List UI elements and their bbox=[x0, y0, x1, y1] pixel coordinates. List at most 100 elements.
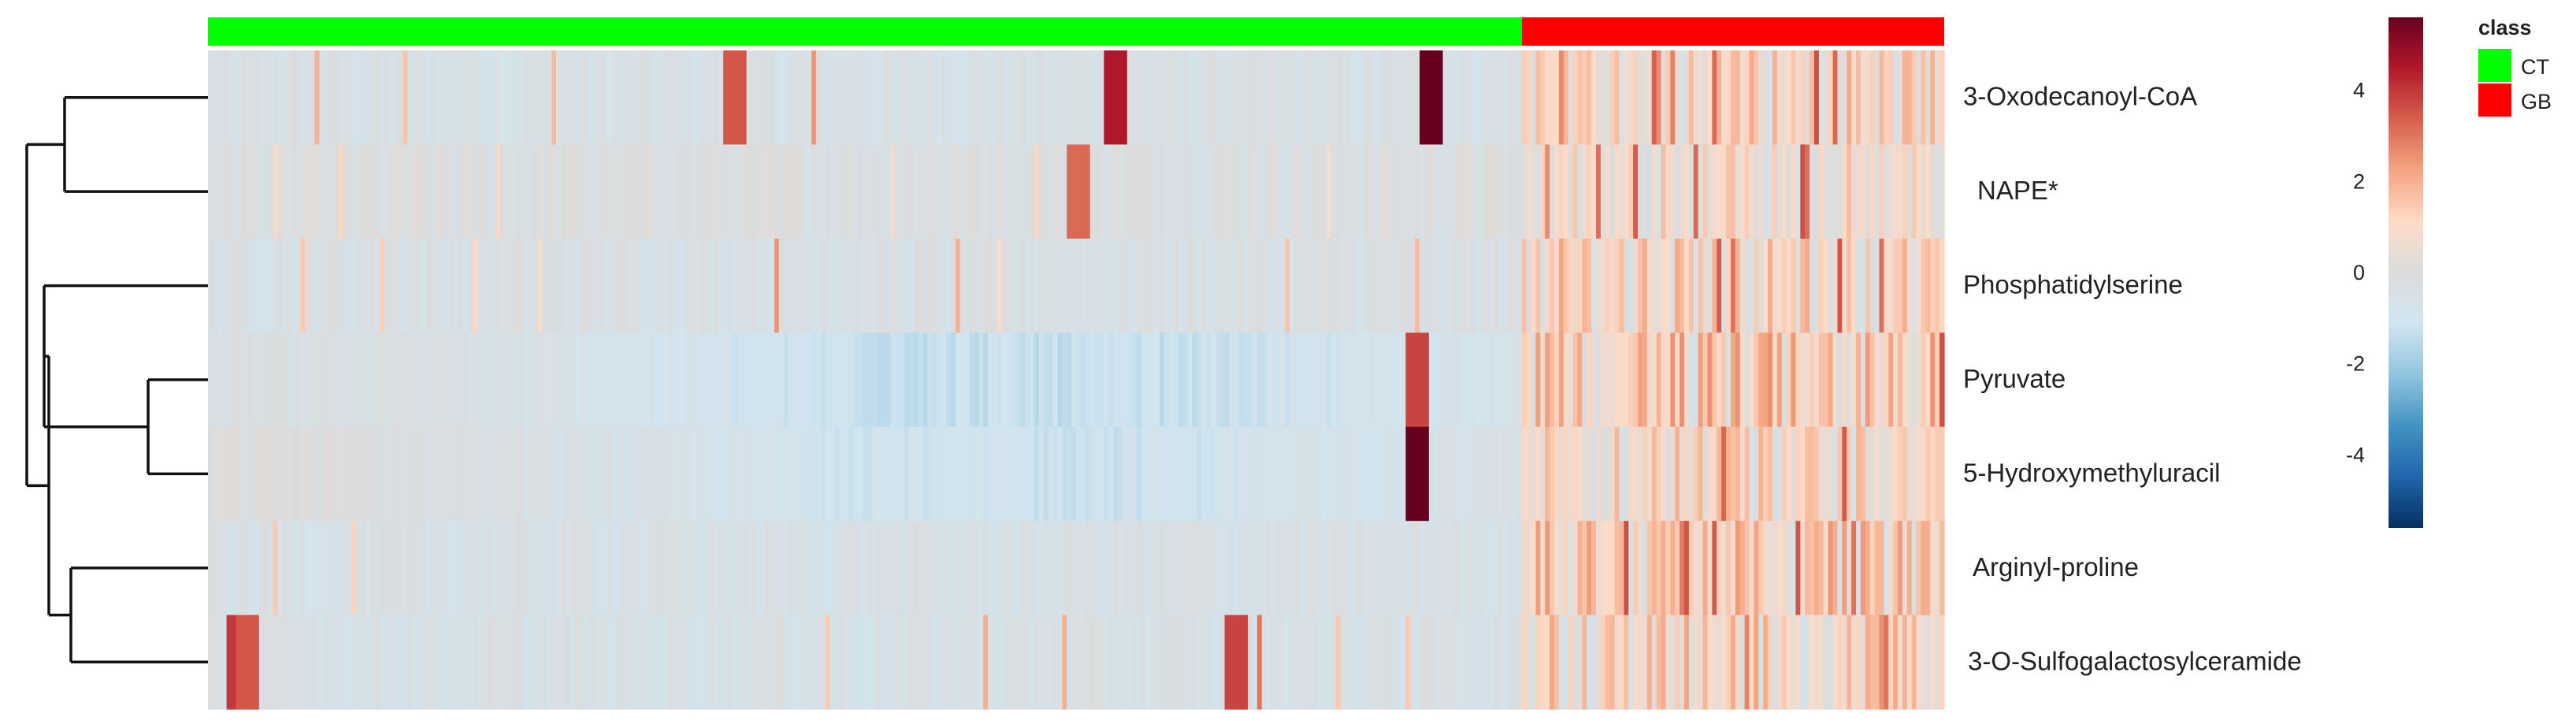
heatmap-cell bbox=[611, 521, 618, 616]
heatmap-cell bbox=[1531, 50, 1537, 146]
heatmap-cell bbox=[1290, 50, 1295, 146]
heatmap-cell bbox=[807, 426, 812, 522]
heatmap-cell bbox=[1048, 426, 1054, 522]
heatmap-cell bbox=[1089, 238, 1096, 333]
class-legend-label-gb: GB bbox=[2521, 90, 2552, 113]
heatmap-cell bbox=[1550, 521, 1555, 616]
heatmap-cell bbox=[1921, 144, 1927, 240]
heatmap-cell bbox=[1452, 521, 1457, 616]
heatmap-cell bbox=[1805, 50, 1810, 146]
heatmap-cell bbox=[1540, 144, 1546, 240]
heatmap-cell bbox=[1052, 426, 1059, 522]
heatmap-cell bbox=[338, 615, 343, 710]
heatmap-cell bbox=[1317, 144, 1323, 240]
heatmap-cell bbox=[361, 521, 366, 616]
heatmap-cell bbox=[477, 50, 483, 146]
heatmap-cell bbox=[1345, 144, 1351, 240]
heatmap-cell bbox=[1508, 521, 1513, 616]
heatmap-cell bbox=[1368, 426, 1374, 522]
heatmap-cell bbox=[254, 144, 260, 240]
heatmap-cell bbox=[1902, 332, 1908, 428]
heatmap-cell bbox=[1874, 521, 1880, 616]
heatmap-cell bbox=[314, 426, 321, 522]
heatmap-cell bbox=[1173, 50, 1179, 146]
heatmap-cell bbox=[347, 426, 353, 522]
heatmap-cell bbox=[1067, 426, 1072, 522]
heatmap-cell bbox=[1006, 332, 1012, 428]
heatmap-cell bbox=[1275, 521, 1281, 616]
heatmap-cell bbox=[1702, 615, 1709, 710]
heatmap-cell bbox=[1898, 144, 1903, 240]
heatmap-cell bbox=[1368, 615, 1374, 710]
heatmap-cell bbox=[1911, 426, 1917, 522]
heatmap-cell bbox=[746, 426, 752, 522]
heatmap-cell bbox=[625, 615, 631, 710]
heatmap-cell bbox=[1290, 144, 1295, 240]
heatmap-cell bbox=[839, 332, 844, 428]
heatmap-cell bbox=[913, 50, 919, 146]
heatmap-cell bbox=[1405, 332, 1411, 428]
heatmap-cell bbox=[291, 615, 297, 710]
heatmap-cell bbox=[514, 426, 520, 522]
heatmap-cell bbox=[1702, 144, 1709, 240]
heatmap-cell bbox=[547, 238, 552, 333]
heatmap-cell bbox=[1503, 615, 1509, 710]
heatmap-cell bbox=[1744, 144, 1750, 240]
heatmap-cell bbox=[1906, 426, 1913, 522]
heatmap-cell bbox=[1382, 615, 1388, 710]
heatmap-cell bbox=[393, 332, 399, 428]
heatmap-cell bbox=[616, 521, 622, 616]
heatmap-cell bbox=[393, 238, 399, 333]
heatmap-cell bbox=[918, 238, 924, 333]
heatmap-cell bbox=[472, 332, 478, 428]
heatmap-cell bbox=[217, 50, 223, 146]
heatmap-cell bbox=[1813, 521, 1820, 616]
heatmap-cell bbox=[1568, 50, 1574, 146]
heatmap-cell bbox=[579, 144, 585, 240]
heatmap-cell bbox=[1015, 50, 1021, 146]
heatmap-cell bbox=[523, 521, 529, 616]
heatmap-cell bbox=[1373, 521, 1379, 616]
heatmap-cell bbox=[555, 238, 562, 333]
heatmap-cell bbox=[258, 615, 265, 710]
heatmap-cell bbox=[342, 332, 348, 428]
heatmap-cell bbox=[1401, 521, 1406, 616]
heatmap-cell bbox=[723, 332, 729, 428]
heatmap-cell bbox=[1141, 615, 1146, 710]
heatmap-cell bbox=[245, 332, 251, 428]
heatmap-cell bbox=[1680, 50, 1685, 146]
heatmap-cell bbox=[667, 144, 673, 240]
heatmap-cell bbox=[221, 50, 228, 146]
heatmap-cell bbox=[1423, 238, 1430, 333]
heatmap-cell bbox=[825, 615, 831, 710]
heatmap-cell bbox=[398, 332, 404, 428]
heatmap-cell bbox=[463, 521, 469, 616]
heatmap-cell bbox=[1308, 238, 1314, 333]
heatmap-cell bbox=[1076, 615, 1082, 710]
heatmap-cell bbox=[811, 332, 817, 428]
heatmap-cell bbox=[1688, 238, 1694, 333]
heatmap-cell bbox=[425, 50, 432, 146]
heatmap-cell bbox=[709, 50, 715, 146]
heatmap-cell bbox=[1043, 332, 1049, 428]
heatmap-cell bbox=[1048, 238, 1054, 333]
heatmap-cell bbox=[1243, 238, 1249, 333]
heatmap-cell bbox=[797, 238, 803, 333]
heatmap-cell bbox=[560, 521, 566, 616]
heatmap-cell bbox=[635, 615, 640, 710]
heatmap-cell bbox=[616, 615, 622, 710]
heatmap-cell bbox=[1076, 332, 1082, 428]
heatmap-cell bbox=[1452, 332, 1457, 428]
heatmap-cell bbox=[1535, 332, 1541, 428]
heatmap-cell bbox=[1252, 50, 1258, 146]
heatmap-cell bbox=[1577, 332, 1583, 428]
heatmap-cell bbox=[1020, 615, 1026, 710]
heatmap-cell bbox=[1526, 332, 1532, 428]
heatmap-cell bbox=[1085, 238, 1091, 333]
heatmap-cell bbox=[1516, 332, 1523, 428]
heatmap-cell bbox=[1104, 426, 1109, 522]
heatmap-cell bbox=[300, 332, 306, 428]
heatmap-cell bbox=[305, 426, 311, 522]
heatmap-cell bbox=[1498, 426, 1504, 522]
heatmap-cell bbox=[815, 144, 822, 240]
